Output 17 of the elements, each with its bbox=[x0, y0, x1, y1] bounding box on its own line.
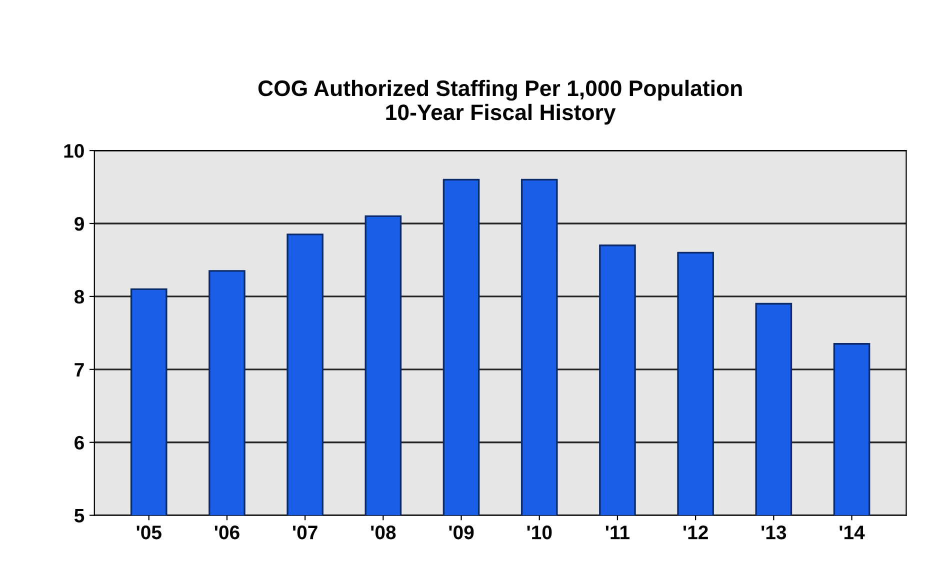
y-tick-label: 9 bbox=[74, 216, 84, 231]
chart-title: COG Authorized Staffing Per 1,000 Population 10-Year Fiscal History bbox=[258, 80, 742, 125]
y-tick-label: 5 bbox=[74, 508, 84, 523]
x-tick-label: '11 bbox=[606, 526, 630, 540]
x-tick-label: '08 bbox=[371, 526, 396, 540]
x-tick-label: '14 bbox=[840, 526, 865, 540]
y-tick-label: 6 bbox=[74, 436, 84, 450]
x-tick-label: '12 bbox=[683, 526, 708, 540]
x-tick-label: '05 bbox=[136, 526, 162, 540]
x-tick-label: '07 bbox=[292, 526, 318, 540]
x-tick-label: '09 bbox=[449, 526, 474, 540]
y-tick-label: 10 bbox=[64, 144, 84, 158]
x-tick-label: '10 bbox=[527, 526, 552, 540]
y-tick-label: 7 bbox=[74, 363, 84, 376]
x-tick-label: '06 bbox=[214, 526, 240, 540]
y-tick-label: 8 bbox=[74, 290, 84, 304]
x-tick-label: '13 bbox=[762, 526, 786, 540]
